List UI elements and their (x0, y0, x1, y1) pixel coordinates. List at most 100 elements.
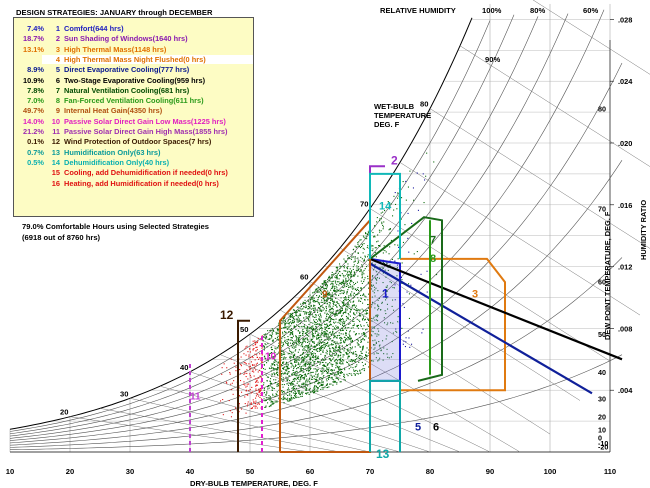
data-point (272, 333, 274, 335)
data-point (249, 351, 251, 353)
data-point (321, 371, 323, 373)
data-point (297, 341, 299, 343)
data-point (346, 329, 348, 331)
data-point (354, 256, 356, 258)
data-point (314, 289, 316, 291)
data-point (271, 367, 273, 369)
data-point (323, 289, 325, 291)
data-point (417, 209, 419, 211)
data-point (325, 280, 327, 282)
data-point (348, 336, 350, 338)
wetbulb-line (129, 398, 371, 453)
data-point (401, 262, 403, 264)
data-point (384, 210, 386, 212)
data-point (342, 333, 344, 335)
data-point (245, 412, 247, 414)
data-point (356, 308, 358, 310)
data-point (348, 368, 350, 370)
data-point (353, 261, 355, 263)
data-point (362, 365, 364, 367)
data-point (313, 341, 315, 343)
data-point (304, 340, 306, 342)
data-point (321, 327, 323, 329)
data-point (330, 351, 332, 353)
data-point (313, 368, 315, 370)
data-point (283, 353, 285, 355)
data-point (400, 218, 402, 220)
data-point (313, 386, 315, 388)
data-point (321, 286, 323, 288)
data-point (396, 267, 398, 269)
data-point (265, 337, 267, 339)
data-point (276, 385, 278, 387)
data-point (357, 243, 359, 245)
data-point (326, 293, 328, 295)
data-point (303, 360, 305, 362)
wetbulb-tick-label: 80 (420, 100, 428, 109)
data-point (380, 350, 382, 352)
data-point (301, 308, 303, 310)
data-point (319, 382, 321, 384)
data-point (282, 380, 284, 382)
data-point (358, 245, 360, 247)
data-point (328, 386, 330, 388)
data-point (361, 349, 363, 351)
data-point (322, 283, 324, 285)
data-point (275, 379, 277, 381)
data-point (359, 312, 361, 314)
data-point (323, 387, 325, 389)
data-point (433, 161, 435, 163)
data-point (343, 302, 345, 304)
data-point (332, 329, 334, 331)
data-point (308, 370, 310, 372)
data-point (317, 310, 319, 312)
data-point (316, 379, 318, 381)
data-point (309, 346, 311, 348)
data-point (337, 349, 339, 351)
data-point (255, 403, 257, 405)
data-point (343, 290, 345, 292)
data-point (299, 332, 301, 334)
data-point (255, 405, 257, 407)
data-point (350, 275, 352, 277)
legend-percent: 21.2% (23, 127, 44, 136)
data-point (292, 356, 294, 358)
data-point (331, 373, 333, 375)
data-point (342, 348, 344, 350)
data-point (331, 334, 333, 336)
data-point (367, 324, 369, 326)
data-point (340, 266, 342, 268)
data-point (322, 297, 324, 299)
data-point (320, 315, 322, 317)
data-point (324, 365, 326, 367)
data-point (302, 353, 304, 355)
data-point (310, 352, 312, 354)
data-point (233, 362, 235, 364)
data-point (256, 342, 258, 344)
data-point (336, 301, 338, 303)
data-point (284, 339, 286, 341)
data-point (260, 376, 262, 378)
data-point (320, 306, 322, 308)
data-point (308, 302, 310, 304)
data-point (326, 369, 328, 371)
data-point (324, 344, 326, 346)
data-point (313, 305, 315, 307)
data-point (323, 346, 325, 348)
data-point (329, 352, 331, 354)
data-point (342, 305, 344, 307)
data-point (298, 359, 300, 361)
data-point (361, 361, 363, 363)
data-point (322, 351, 324, 353)
data-point (244, 372, 246, 374)
data-point (366, 313, 368, 315)
data-point (318, 316, 320, 318)
data-point (320, 346, 322, 348)
data-point (255, 400, 257, 402)
data-point (306, 327, 308, 329)
data-point (313, 320, 315, 322)
data-point (348, 360, 350, 362)
data-point (358, 361, 360, 363)
data-point (337, 334, 339, 336)
data-point (346, 373, 348, 375)
